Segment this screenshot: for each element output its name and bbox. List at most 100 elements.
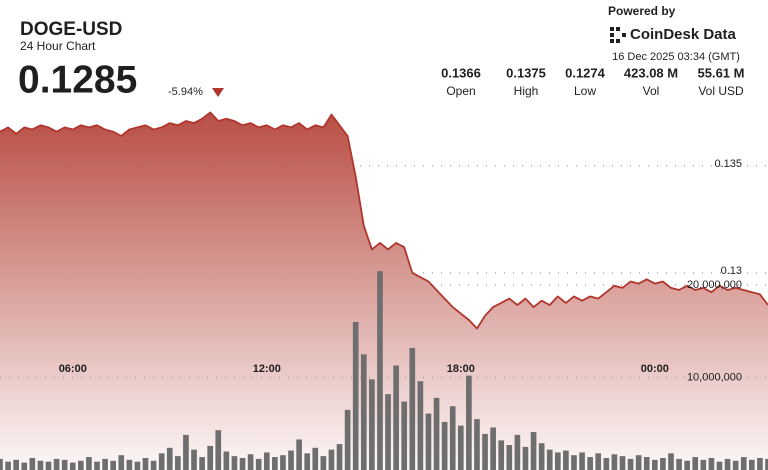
volume-bar	[668, 453, 674, 470]
stat-value: 423.08 M	[624, 65, 678, 80]
stat-label: Vol	[643, 84, 660, 98]
volume-bar	[692, 457, 699, 470]
volume-bar	[708, 457, 715, 470]
stats: 0.1366 Open 0.1375 High 0.1274 Low 423.08 M Vol…	[441, 65, 744, 98]
volume-bar	[538, 443, 545, 470]
volume-bar	[700, 459, 707, 470]
volume-bar	[45, 461, 52, 470]
volume-bar	[546, 449, 553, 470]
plot-area: 0.13 0.135 10,000,000 20,000,000 06:00 12:00 1…	[0, 111, 768, 470]
x-tick-label: 12:00	[253, 363, 281, 375]
x-tick-label: 18:00	[447, 363, 475, 375]
volume-bar	[425, 413, 432, 470]
volume-bar	[587, 457, 593, 470]
volume-bar	[466, 375, 472, 470]
volume-bar	[344, 409, 351, 470]
volume-bar	[150, 460, 157, 470]
y-tick-label: 0.13	[721, 265, 742, 277]
volume-bar	[360, 354, 367, 470]
volume-bar	[514, 434, 521, 470]
volume-bar	[506, 445, 513, 470]
volume-bar	[498, 440, 505, 470]
volume-bar	[433, 397, 440, 470]
volume-bar	[21, 462, 28, 470]
volume-bar	[239, 457, 246, 470]
volume-bar	[166, 447, 173, 470]
volume-bar	[29, 457, 36, 470]
volume-bar	[482, 433, 488, 470]
volume-bar	[272, 457, 278, 470]
volume-bar	[441, 421, 448, 470]
volume-bar	[69, 462, 76, 470]
volume-bar	[530, 432, 537, 470]
stat-value: 0.1366	[441, 65, 481, 80]
volume-bar	[676, 458, 682, 470]
volume-bar	[522, 446, 529, 470]
volume-bar	[401, 401, 408, 470]
volume-bar	[643, 457, 650, 470]
volume-bar	[716, 461, 723, 470]
volume-bar	[304, 453, 311, 470]
volume-bar	[247, 454, 254, 470]
stat-value: 55.61 M	[698, 65, 745, 80]
volume-bar	[409, 347, 416, 470]
x-tick-label: 06:00	[59, 363, 87, 375]
volume-bar	[320, 456, 327, 470]
volume-bar	[749, 459, 755, 470]
volume-bar	[142, 457, 149, 470]
stat-value: 0.1375	[506, 65, 546, 80]
volume-bar	[369, 379, 375, 470]
powered-by: Powered by	[608, 4, 676, 18]
volume-bar	[158, 453, 165, 470]
volume-bar	[554, 452, 561, 470]
volume-bar	[651, 459, 658, 470]
volume-bar	[102, 458, 108, 470]
volume-bar	[280, 455, 286, 470]
volume-bar	[175, 456, 181, 470]
symbol: DOGE-USD	[20, 19, 122, 40]
volume-bar	[13, 459, 19, 470]
stat-label: Open	[446, 84, 475, 98]
volume-bar	[684, 460, 690, 470]
volume-bar	[263, 452, 270, 470]
volume-bar	[385, 394, 391, 470]
volume-bar	[223, 451, 230, 470]
volume-bar	[635, 455, 642, 470]
volume-bar	[191, 449, 197, 470]
stat-label: High	[514, 84, 539, 98]
volume-bar	[207, 445, 214, 470]
volume-bar	[611, 454, 618, 470]
volume-bar	[183, 434, 189, 470]
volume-bar	[457, 425, 464, 470]
volume-bar	[0, 458, 3, 470]
price-area	[0, 112, 768, 470]
volume-bar	[627, 458, 634, 470]
volume-bar	[78, 460, 84, 470]
volume-bar	[724, 458, 731, 470]
stat-value: 0.1274	[565, 65, 606, 80]
y-tick-label: 0.135	[714, 158, 742, 170]
change: -5.94%	[168, 86, 203, 98]
volume-bar	[757, 457, 763, 470]
volume-bar	[490, 427, 496, 470]
volume-bar	[328, 449, 335, 470]
volume-bar	[449, 406, 456, 470]
volume-bar	[255, 458, 262, 470]
volume-bar	[740, 457, 747, 470]
volume-bar	[571, 455, 577, 470]
price-line	[0, 111, 768, 330]
volume-bar	[288, 450, 294, 470]
volume-bar	[417, 381, 424, 470]
volume-bar	[732, 460, 739, 470]
brand-logo	[610, 27, 626, 43]
volume-bar	[619, 456, 626, 470]
x-tick-label: 00:00	[641, 363, 669, 375]
y2-tick-label: 20,000,000	[687, 279, 742, 291]
volume-bar	[765, 458, 768, 470]
volume-bar	[94, 461, 100, 470]
volume-bar	[595, 453, 602, 470]
volume-bar	[352, 322, 359, 470]
volume-bar	[474, 419, 480, 470]
volume-bar	[199, 457, 205, 470]
